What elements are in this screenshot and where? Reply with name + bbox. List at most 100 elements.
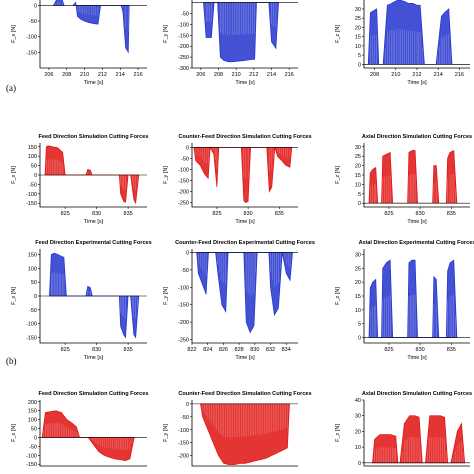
y-tick-label: -100	[26, 35, 37, 41]
x-tick-label: 825	[384, 347, 393, 353]
y-tick-label: -150	[178, 441, 189, 447]
chart-panel-8: Counter-Feed Direction Experimental Cutt…	[163, 240, 315, 361]
x-tick-label: 830	[416, 347, 425, 353]
chart-panel-10: Feed Direction Simulation Cutting Forces…	[11, 391, 149, 468]
y-tick-label: 20	[355, 164, 361, 170]
y-tick-label: -100	[178, 285, 189, 291]
y-tick-label: -150	[26, 201, 37, 207]
y-tick-label: 10	[355, 44, 361, 50]
x-tick-label: 826	[219, 347, 228, 353]
x-axis-title: Time [s]	[235, 219, 255, 225]
y-tick-label: -200	[178, 454, 189, 460]
section-label-a: (a)	[6, 83, 16, 93]
series-group	[193, 146, 293, 204]
axes-frame	[191, 400, 298, 467]
y-tick-label: 30	[355, 253, 361, 259]
x-tick-label: 206	[196, 72, 205, 78]
chart-title: Counter-Feed Direction Simulation Cuttin…	[178, 134, 311, 140]
y-tick-label: 15	[355, 173, 361, 179]
x-axis-title: Time [s]	[84, 219, 104, 225]
chart-panel-2: -300 -250 -200 -150 -100 -50 206 208 210 212 214 21…	[163, 0, 298, 86]
x-tick-label: 835	[447, 211, 456, 217]
y-tick-label: -250	[178, 338, 189, 344]
y-tick-label: 50	[31, 427, 37, 433]
chart-title: Feed Direction Experimental Cutting Forc…	[35, 240, 152, 246]
x-tick-label: 834	[282, 347, 291, 353]
y-tick-label: -200	[178, 190, 189, 196]
y-tick-label: -250	[178, 55, 189, 61]
series-group	[41, 410, 135, 461]
x-tick-label: 832	[266, 347, 275, 353]
y-axis-title: F_y [N]	[163, 25, 169, 43]
y-tick-label: 25	[355, 154, 361, 160]
y-tick-label: -100	[178, 22, 189, 28]
y-tick-label: 5	[358, 322, 361, 328]
chart-panel-5: Counter-Feed Direction Simulation Cuttin…	[163, 134, 312, 225]
y-tick-label: -250	[178, 201, 189, 207]
x-axis-title: Time [s]	[84, 355, 104, 361]
series-group	[52, 0, 130, 54]
x-tick-label: 835	[124, 347, 133, 353]
chart-panel-1: -150 -100 -50 0 206 208 210 212 214 216 Time [s] F_…	[11, 0, 147, 86]
y-axis-title: F_x [N]	[11, 424, 17, 442]
y-tick-label: -50	[29, 308, 37, 314]
chart-title: Axial Direction Experimental Cutting For…	[359, 240, 474, 246]
series-area-1	[196, 252, 293, 334]
axes-frame	[363, 400, 470, 467]
x-axis-title: Time [s]	[84, 80, 104, 86]
y-axis-title: F_x [N]	[11, 25, 17, 43]
x-tick-label: 214	[116, 72, 125, 78]
y-tick-label: 10	[355, 182, 361, 188]
y-tick-label: 150	[28, 145, 37, 151]
section-label-b: (b)	[6, 356, 17, 366]
x-tick-label: 206	[44, 72, 53, 78]
y-tick-label: 0	[186, 145, 189, 151]
y-tick-label: 0	[186, 402, 189, 408]
y-axis-title: F_x [N]	[11, 166, 17, 184]
y-tick-label: -100	[26, 453, 37, 459]
y-tick-label: 30	[355, 7, 361, 13]
x-tick-label: 212	[98, 72, 107, 78]
y-tick-label: -50	[181, 415, 189, 421]
y-tick-label: 200	[28, 400, 37, 406]
x-tick-label: 208	[370, 72, 379, 78]
series-area-1	[49, 252, 140, 339]
series-group	[44, 145, 140, 205]
y-tick-label: -200	[178, 320, 189, 326]
y-axis-title: F_z [N]	[335, 166, 341, 184]
x-axis-title: Time [s]	[407, 355, 427, 361]
chart-panel-6: Axial Direction Simulation Cutting Force…	[335, 134, 472, 225]
y-tick-label: 150	[28, 409, 37, 415]
x-tick-label: 830	[250, 347, 259, 353]
y-tick-label: 0	[34, 435, 37, 441]
panels: -150 -100 -50 0 206 208 210 212 214 216 Time [s] F_…	[11, 0, 474, 468]
y-tick-label: -100	[26, 192, 37, 198]
y-tick-label: 0	[34, 3, 37, 9]
x-tick-label: 825	[61, 211, 70, 217]
axes-frame	[39, 0, 147, 69]
y-tick-label: 0	[34, 173, 37, 179]
y-tick-label: 25	[355, 266, 361, 272]
chart-title: Counter-Feed Direction Experimental Cutt…	[175, 240, 315, 246]
x-tick-label: 835	[275, 211, 284, 217]
y-tick-label: -150	[178, 303, 189, 309]
x-tick-label: 822	[187, 347, 196, 353]
y-tick-label: 50	[31, 280, 37, 286]
y-tick-label: 15	[355, 294, 361, 300]
x-tick-label: 210	[232, 72, 241, 78]
series-area-1	[200, 403, 290, 466]
series-group	[49, 252, 140, 339]
axes-frame	[363, 249, 470, 344]
axes-frame	[39, 143, 147, 208]
x-tick-label: 216	[133, 72, 142, 78]
axes-frame	[363, 0, 470, 69]
chart-title: Axial Direction Simulation Cutting Force…	[362, 134, 472, 140]
y-tick-label: 100	[28, 418, 37, 424]
x-tick-label: 830	[92, 211, 101, 217]
x-tick-label: 210	[80, 72, 89, 78]
x-axis-title: Time [s]	[407, 80, 427, 86]
chart-panel-7: Feed Direction Experimental Cutting Forc…	[11, 240, 152, 361]
x-tick-label: 825	[212, 211, 221, 217]
y-tick-label: 40	[355, 398, 361, 404]
chart-title: Axial Direction Simulation Cutting Force…	[362, 391, 472, 397]
